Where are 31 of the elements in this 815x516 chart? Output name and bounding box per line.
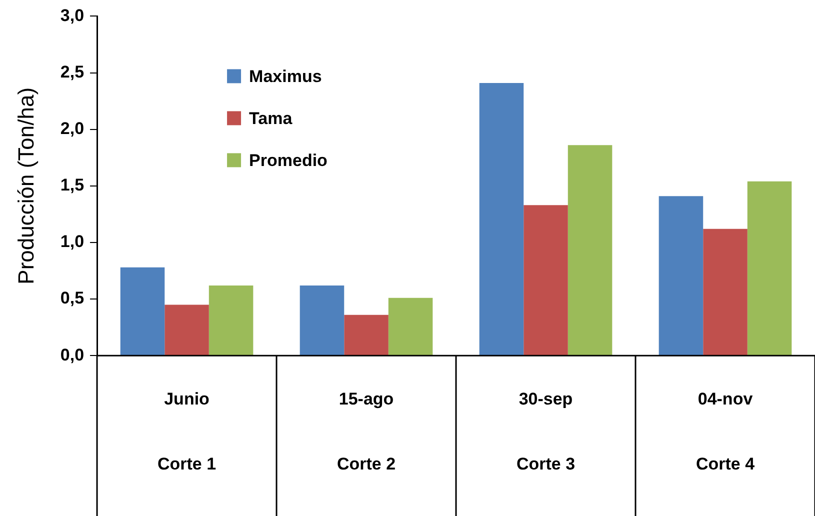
bar bbox=[164, 304, 209, 356]
bar bbox=[388, 298, 433, 356]
bar bbox=[208, 285, 254, 356]
text: Corte 2 bbox=[336, 454, 396, 474]
y-tick-label: 1,5 bbox=[60, 176, 84, 195]
text: Corte 1 bbox=[157, 454, 216, 474]
y-tick-label: 0,5 bbox=[60, 288, 84, 308]
text: Corte 4 bbox=[696, 454, 756, 474]
y-axis-title: Producción (Ton/ha) bbox=[13, 87, 38, 284]
bar bbox=[703, 228, 748, 356]
y-tick-label: 1,0 bbox=[60, 232, 84, 252]
bar bbox=[524, 205, 568, 356]
text: Corte 3 bbox=[516, 454, 576, 474]
legend-label: Promedio bbox=[249, 150, 328, 170]
bar bbox=[344, 314, 388, 356]
bar bbox=[300, 285, 344, 356]
bar bbox=[568, 145, 612, 356]
x-tick-label: Junio bbox=[164, 389, 210, 408]
y-tick-label: 3,0 bbox=[60, 6, 84, 25]
bar bbox=[658, 196, 704, 356]
y-tick-label: 0,0 bbox=[60, 345, 84, 364]
x-tick-label: 30-sep bbox=[518, 389, 573, 408]
y-tick-label: 2,5 bbox=[60, 62, 84, 82]
legend-label: Tama bbox=[249, 108, 293, 128]
y-tick-label: 2,0 bbox=[60, 119, 84, 138]
bar bbox=[747, 181, 792, 356]
x-tick-label: 04-nov bbox=[698, 389, 754, 408]
legend-label: Maximus bbox=[249, 66, 322, 86]
bar bbox=[479, 82, 524, 356]
bar bbox=[120, 267, 165, 356]
x-tick-label: 15-ago bbox=[338, 389, 394, 408]
